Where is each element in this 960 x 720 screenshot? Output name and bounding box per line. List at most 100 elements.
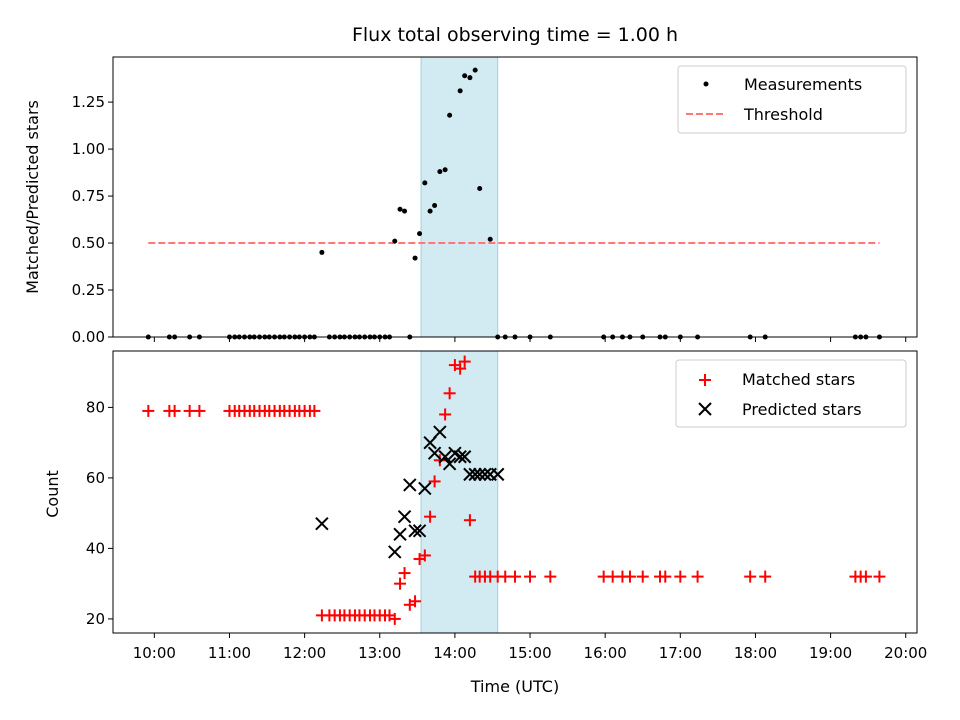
matched-star-point [759, 570, 772, 583]
matched-star-point [443, 387, 456, 400]
top-y-tick-label: 1.00 [72, 140, 105, 158]
x-tick-label: 10:00 [133, 644, 176, 662]
matched-star-point [623, 570, 636, 583]
legend-matched-label: Matched stars [742, 370, 855, 389]
measurement-point [447, 112, 453, 118]
predicted-star-point [468, 467, 482, 482]
predicted-star-point [408, 524, 422, 538]
top-y-tick-label: 0.50 [72, 234, 105, 252]
predicted-star-stroke [403, 478, 417, 492]
matched-star-point [873, 570, 886, 583]
x-tick-label: 20:00 [884, 644, 927, 662]
x-tick-label: 17:00 [659, 644, 702, 662]
measurement-point [487, 236, 493, 242]
matched-star-point [636, 570, 649, 583]
predicted-star-point [438, 450, 452, 464]
matched-star-point [398, 567, 411, 580]
predicted-star-stroke [478, 467, 492, 482]
predicted-star-stroke [423, 435, 437, 450]
measurement-point [432, 202, 438, 208]
predicted-star-point [457, 450, 472, 464]
measurement-point [467, 75, 473, 81]
predicted-star-stroke [388, 545, 402, 559]
matched-star-point [463, 514, 476, 527]
x-tick-label: 12:00 [283, 644, 326, 662]
bottom-legend: Matched stars Predicted stars [675, 359, 907, 428]
matched-star-point [193, 404, 206, 417]
top-axes-content: 0.00 0.25 0.50 0.75 1.00 1.25 [72, 57, 907, 346]
x-tick-label: 13:00 [358, 644, 401, 662]
measurement-point [427, 208, 433, 214]
bottom-y-tick-label: 40 [86, 539, 105, 557]
matched-star-point [458, 355, 471, 368]
measurement-point [412, 255, 418, 261]
chart-title: Flux total observing time = 1.00 h [352, 24, 678, 46]
x-tick-label: 18:00 [734, 644, 777, 662]
predicted-star-stroke [412, 524, 427, 538]
predicted-star-stroke [393, 527, 407, 542]
predicted-star-point [412, 524, 427, 538]
legend-measurements-marker [703, 81, 709, 87]
predicted-star-stroke [453, 450, 467, 464]
measurement-point [477, 186, 483, 192]
predicted-star-stroke [433, 425, 447, 439]
predicted-star-point [423, 435, 437, 450]
predicted-star-stroke [442, 457, 457, 471]
predicted-star-point [433, 425, 447, 439]
predicted-star-stroke [418, 481, 432, 496]
predicted-star-stroke [448, 446, 462, 460]
predicted-star-point [472, 467, 487, 482]
predicted-star-stroke [491, 467, 505, 482]
top-y-tick-label: 0.75 [72, 187, 105, 205]
bottom-axes-content: 20 40 60 80 10:00 11:00 12:00 13:00 14:00 15:00 16… [86, 351, 927, 662]
measurement-point [422, 180, 428, 186]
matched-star-point [544, 570, 557, 583]
legend-measurements-label: Measurements [744, 75, 862, 94]
legend-predicted-label: Predicted stars [742, 400, 862, 419]
predicted-star-stroke [427, 446, 442, 460]
bottom-y-axis-label: Count [43, 470, 62, 518]
matched-star-point [659, 570, 672, 583]
top-y-tick-label: 0.00 [72, 328, 105, 346]
top-y-tick-label: 1.25 [72, 93, 105, 111]
bottom-panel: 20 40 60 80 10:00 11:00 12:00 13:00 14:00 15:00 16… [43, 350, 927, 662]
matched-star-point [433, 454, 446, 467]
matched-star-point [691, 570, 704, 583]
matched-star-point [418, 549, 431, 562]
predicted-star-point [453, 450, 467, 464]
bottom-highlight-span [421, 351, 498, 633]
x-tick-label: 16:00 [584, 644, 627, 662]
matched-star-point [744, 570, 757, 583]
bottom-y-tick-label: 80 [86, 398, 105, 416]
predicted-star-point [393, 527, 407, 542]
measurement-point [472, 67, 478, 73]
matched-star-point [409, 595, 422, 608]
predicted-star-stroke [438, 450, 452, 464]
matched-star-point [394, 577, 407, 590]
matched-star-point [308, 404, 321, 417]
measurement-point [462, 73, 468, 79]
predicted-star-point [427, 446, 442, 460]
measurement-point [397, 206, 403, 212]
matched-star-point [509, 570, 521, 583]
predicted-star-point [315, 517, 329, 531]
bottom-legend-box [675, 359, 907, 428]
x-axis-label: Time (UTC) [470, 677, 559, 696]
x-tick-label: 15:00 [508, 644, 551, 662]
legend-threshold-label: Threshold [743, 105, 823, 124]
predicted-star-stroke [463, 467, 477, 482]
predicted-star-point [491, 467, 505, 482]
bottom-y-tick-label: 60 [86, 469, 105, 487]
bottom-axes-frame [112, 350, 918, 634]
top-legend: Measurements Threshold [677, 65, 907, 134]
measurement-point [402, 208, 408, 214]
matched-star-point [428, 475, 441, 488]
x-tick-label: 19:00 [809, 644, 852, 662]
measurement-point [392, 238, 398, 244]
predicted-star-point [442, 457, 457, 471]
measurement-point [442, 167, 448, 173]
measurement-point [457, 88, 463, 94]
top-y-tick-label: 0.25 [72, 281, 105, 299]
measurement-point [417, 231, 423, 237]
